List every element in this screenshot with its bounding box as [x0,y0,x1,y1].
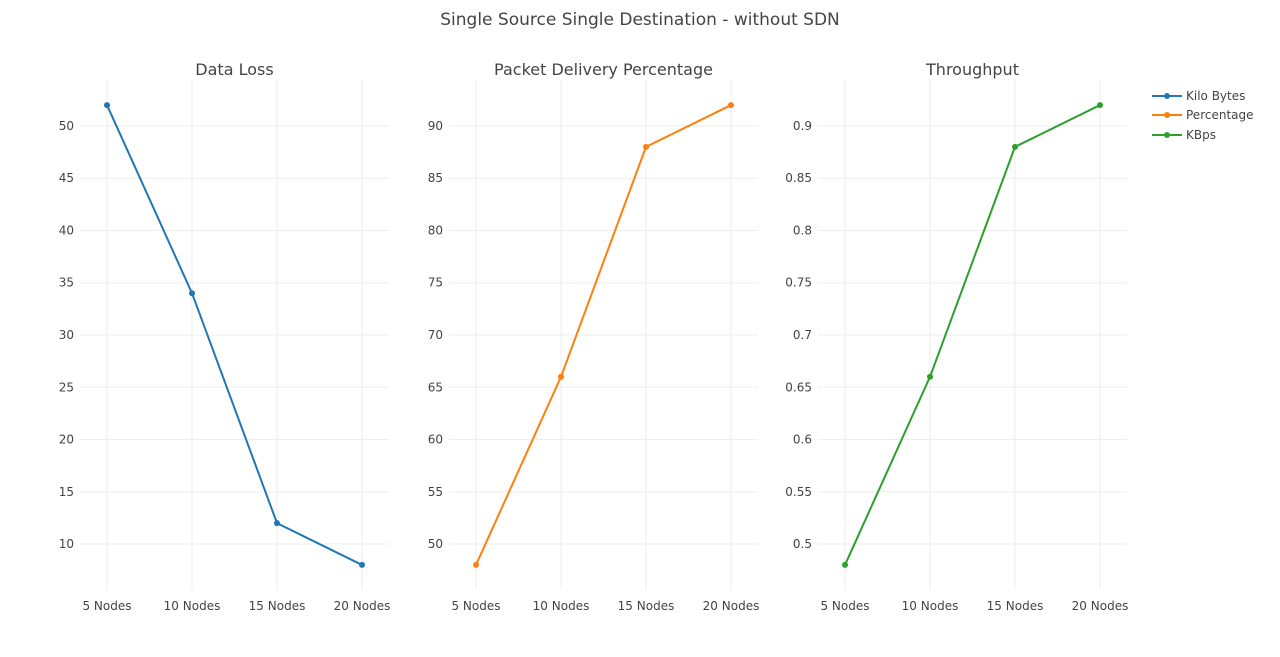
y-tick-label: 20 [59,433,74,447]
legend-item-kbps[interactable]: KBps [1152,125,1254,145]
y-tick-label: 0.65 [785,380,812,394]
y-tick-label: 75 [428,276,443,290]
x-tick-label: 10 Nodes [533,599,590,613]
legend-swatch-kilo-bytes [1152,92,1182,99]
legend-label-kbps: KBps [1186,127,1216,142]
x-tick-label: 10 Nodes [902,599,959,613]
subplot-packet-delivery-percentage: Packet Delivery Percentage 50 55 60 65 70 75 80… [428,60,760,613]
y-tick-label: 65 [428,380,443,394]
data-point-kbps[interactable] [842,561,848,568]
x-tick-label: 5 Nodes [82,599,131,613]
subplot-title: Data Loss [195,60,273,79]
subplot-data-loss: Data Loss 10 15 20 25 30 35 40 45 50 5 Nodes 10 Nod… [59,60,391,613]
y-tick-label: 0.9 [793,119,812,133]
data-point-kilo-bytes[interactable] [189,290,195,297]
y-tick-label: 35 [59,276,74,290]
subplot-title: Packet Delivery Percentage [494,60,713,79]
x-tick-label: 5 Nodes [451,599,500,613]
subplot-title: Throughput [925,60,1019,79]
y-tick-label: 85 [428,171,443,185]
x-tick-label: 10 Nodes [164,599,221,613]
data-point-percentage[interactable] [728,102,734,109]
y-tick-label: 0.7 [793,328,812,342]
x-tick-label: 20 Nodes [1072,599,1129,613]
x-tick-label: 5 Nodes [820,599,869,613]
y-tick-label: 0.6 [793,433,812,447]
data-point-kilo-bytes[interactable] [274,520,280,527]
legend-label-kilo-bytes: Kilo Bytes [1186,88,1246,103]
y-tick-label: 90 [428,119,443,133]
y-tick-label: 45 [59,171,74,185]
data-point-kbps[interactable] [927,373,933,380]
data-point-percentage[interactable] [558,373,564,380]
y-tick-label: 30 [59,328,74,342]
data-point-kilo-bytes[interactable] [359,561,365,568]
x-tick-label: 20 Nodes [334,599,391,613]
y-tick-label: 0.55 [785,485,812,499]
data-point-kbps[interactable] [1097,102,1103,109]
y-tick-label: 50 [428,537,443,551]
chart-main-title: Single Source Single Destination - witho… [440,10,840,30]
y-tick-label: 10 [59,537,74,551]
y-tick-label: 15 [59,485,74,499]
y-tick-label: 40 [59,223,74,237]
y-tick-label: 0.75 [785,276,812,290]
legend-label-percentage: Percentage [1186,108,1254,123]
legend[interactable]: Kilo Bytes Percentage KBps [1152,86,1254,145]
legend-item-percentage[interactable]: Percentage [1152,106,1254,126]
data-point-percentage[interactable] [643,143,649,150]
y-tick-label: 50 [59,119,74,133]
y-tick-label: 0.8 [793,223,812,237]
x-tick-label: 15 Nodes [249,599,306,613]
x-tick-label: 15 Nodes [987,599,1044,613]
data-point-kilo-bytes[interactable] [104,102,110,109]
y-tick-label: 25 [59,380,74,394]
series-line-kilo-bytes [106,104,363,566]
legend-swatch-percentage [1152,112,1182,119]
data-point-kbps[interactable] [1012,143,1018,150]
y-tick-label: 0.5 [793,537,812,551]
legend-item-kilo-bytes[interactable]: Kilo Bytes [1152,86,1254,106]
y-tick-label: 80 [428,223,443,237]
x-tick-label: 15 Nodes [618,599,675,613]
y-tick-label: 60 [428,433,443,447]
y-tick-label: 55 [428,485,443,499]
subplot-throughput: Throughput 0.5 0.55 0.6 0.65 0.7 0.75 0.8 0.85 0.… [785,60,1128,613]
y-tick-label: 0.85 [785,171,812,185]
legend-swatch-kbps [1152,131,1182,138]
data-point-percentage[interactable] [473,561,479,568]
series-line-percentage [475,104,732,566]
y-tick-label: 70 [428,328,443,342]
series-line-kbps [844,104,1101,566]
x-tick-label: 20 Nodes [703,599,760,613]
